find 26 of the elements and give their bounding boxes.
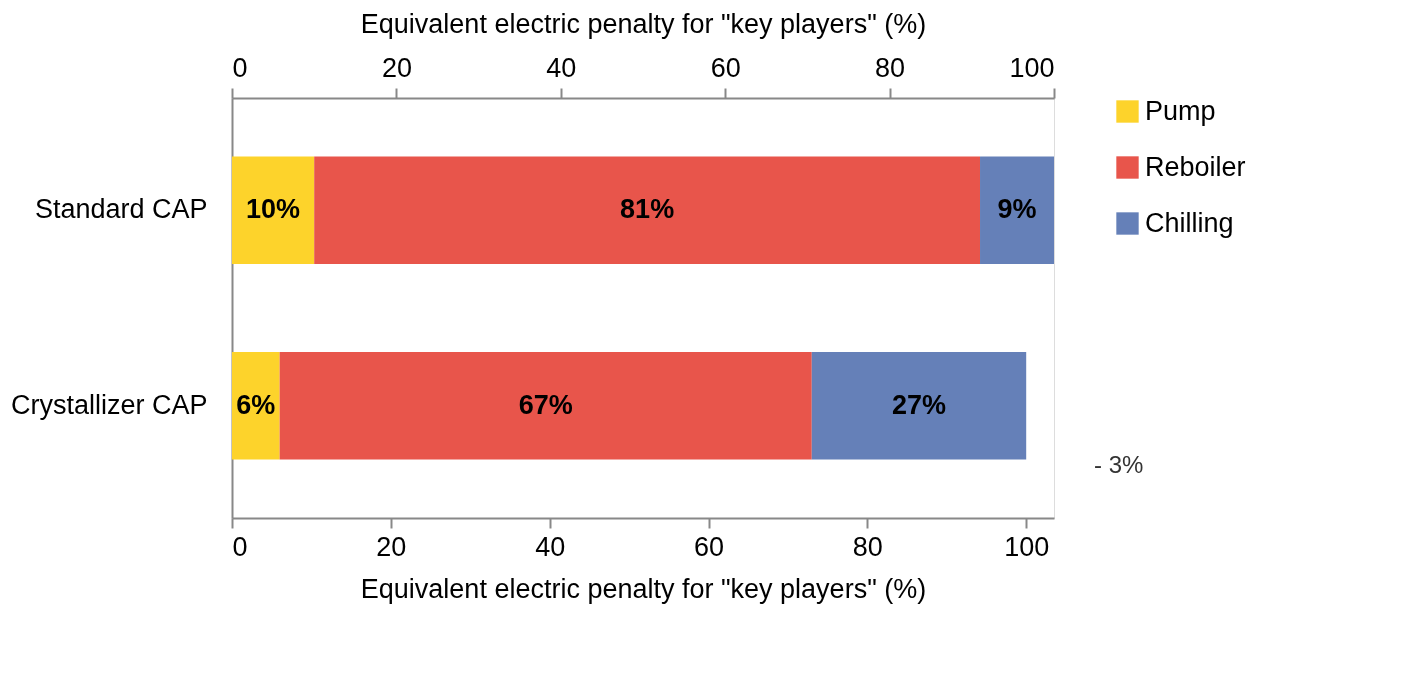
data-label: 9% bbox=[997, 194, 1037, 225]
x-tick-label: 80 bbox=[852, 531, 883, 562]
x2-tick-label: 100 bbox=[1009, 52, 1055, 83]
x-axis-title: Equivalent electric penalty for "key players" (%) bbox=[360, 573, 927, 604]
x2-tick-label: 40 bbox=[546, 52, 577, 83]
data-label: 27% bbox=[891, 389, 947, 420]
x-tick-label: 20 bbox=[376, 531, 407, 562]
data-label: 6% bbox=[236, 389, 276, 420]
data-label: 10% bbox=[246, 194, 301, 225]
legend-label: Pump bbox=[1145, 95, 1216, 126]
legend-label: Reboiler bbox=[1145, 151, 1246, 182]
x2-tick-label: 20 bbox=[381, 52, 412, 83]
data-label: 67% bbox=[518, 389, 573, 420]
x-tick-label: 100 bbox=[1004, 531, 1050, 562]
x2-axis-title: Equivalent electric penalty for "key players" (%) bbox=[360, 8, 927, 39]
x-tick-label: 40 bbox=[535, 531, 566, 562]
x-tick-label: 60 bbox=[694, 531, 725, 562]
text: - 3% bbox=[1094, 451, 1144, 478]
y-tick-label: Standard CAP bbox=[34, 194, 208, 225]
legend-label: Chilling bbox=[1145, 207, 1234, 238]
x-tick-label: 0 bbox=[232, 531, 248, 562]
data-label: 81% bbox=[620, 194, 675, 225]
x2-tick-label: 0 bbox=[232, 52, 248, 83]
y-tick-label: Crystallizer CAP bbox=[10, 389, 208, 420]
x2-tick-label: 60 bbox=[710, 52, 741, 83]
x2-tick-label: 80 bbox=[875, 52, 906, 83]
